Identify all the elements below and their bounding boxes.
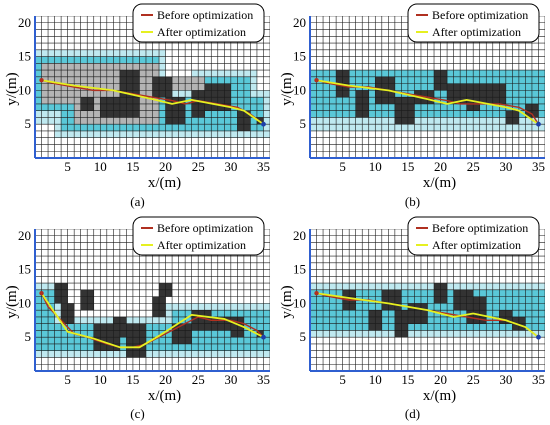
- legend-after-label: After optimization: [157, 238, 246, 252]
- obstacle: [126, 323, 146, 358]
- x-tick-label: 35: [532, 159, 545, 174]
- x-tick-label: 30: [499, 159, 512, 174]
- x-axis-label: x/(m): [148, 388, 181, 404]
- safety-buffer-inner: [35, 289, 55, 324]
- legend-before-label: Before optimization: [432, 221, 528, 235]
- after-optimization-path: [41, 79, 264, 125]
- x-tick-label: 15: [401, 159, 414, 174]
- x-tick-label: 25: [192, 159, 205, 174]
- y-tick-label: 10: [18, 82, 31, 97]
- legend-after-label: After optimization: [432, 238, 521, 252]
- y-tick-label: 15: [18, 49, 31, 64]
- obstacle: [172, 323, 192, 344]
- after-optimization-path: [40, 292, 264, 349]
- y-tick-label: 5: [300, 329, 307, 344]
- y-axis-label: y/(m): [279, 72, 295, 105]
- legend-before-label: Before optimization: [432, 8, 528, 22]
- x-tick-label: 5: [64, 159, 71, 174]
- x-tick-label: 35: [532, 372, 545, 387]
- y-axis-label: y/(m): [4, 72, 20, 105]
- x-tick-label: 25: [467, 372, 480, 387]
- x-tick-label: 20: [434, 372, 447, 387]
- x-tick-label: 10: [94, 372, 107, 387]
- legend-box: [132, 3, 265, 43]
- x-tick-label: 10: [94, 159, 107, 174]
- start-point: [39, 291, 44, 296]
- obstacle: [152, 76, 173, 98]
- before-optimization-path: [41, 79, 264, 125]
- legend-after-label: After optimization: [157, 25, 246, 39]
- legend-box: [407, 216, 540, 256]
- y-tick-label: 20: [293, 228, 306, 243]
- x-tick-label: 35: [257, 159, 270, 174]
- x-tick-label: 15: [126, 372, 139, 387]
- x-axis-label: x/(m): [423, 175, 456, 191]
- x-tick-label: 20: [159, 159, 172, 174]
- panel-label: (d): [405, 406, 420, 421]
- x-tick-label: 10: [369, 372, 382, 387]
- obstacle: [191, 310, 212, 331]
- after-optimization-path: [316, 79, 539, 125]
- x-tick-label: 5: [339, 159, 346, 174]
- legend-box: [132, 216, 265, 256]
- x-tick-label: 5: [339, 372, 346, 387]
- y-tick-label: 20: [18, 228, 31, 243]
- goal-point: [536, 334, 541, 340]
- x-axis-label: x/(m): [148, 175, 181, 191]
- y-tick-label: 20: [18, 15, 31, 30]
- x-tick-label: 15: [126, 159, 139, 174]
- legend-before-label: Before optimization: [157, 8, 253, 22]
- after-optimization-path: [316, 292, 540, 338]
- x-axis-label: x/(m): [423, 388, 456, 404]
- goal-point: [261, 121, 266, 127]
- y-tick-label: 5: [300, 116, 307, 131]
- y-tick-label: 15: [18, 262, 31, 277]
- obstacle: [381, 289, 402, 311]
- y-axis-label: y/(m): [4, 285, 20, 318]
- y-tick-label: 5: [25, 329, 32, 344]
- obstacle: [100, 97, 120, 118]
- legend-after-label: After optimization: [432, 25, 521, 39]
- x-tick-label: 35: [257, 372, 270, 387]
- start-point: [314, 291, 319, 296]
- x-tick-label: 30: [499, 372, 512, 387]
- x-tick-label: 15: [401, 372, 414, 387]
- x-tick-label: 20: [434, 159, 447, 174]
- panel-label: (b): [405, 194, 420, 209]
- x-tick-label: 25: [467, 159, 480, 174]
- y-tick-label: 10: [18, 295, 31, 310]
- y-tick-label: 10: [293, 295, 306, 310]
- x-tick-label: 25: [192, 372, 205, 387]
- y-tick-label: 15: [293, 262, 306, 277]
- panel-label: (a): [130, 194, 144, 209]
- goal-point: [536, 121, 541, 127]
- start-point: [314, 78, 319, 83]
- before-optimization-path: [316, 79, 540, 125]
- x-tick-label: 30: [224, 372, 237, 387]
- y-tick-label: 20: [293, 15, 306, 30]
- x-tick-label: 10: [369, 159, 382, 174]
- x-tick-label: 30: [224, 159, 237, 174]
- y-tick-label: 5: [25, 116, 32, 131]
- x-tick-label: 20: [159, 372, 172, 387]
- legend-before-label: Before optimization: [157, 221, 253, 235]
- start-point: [39, 78, 44, 83]
- panel-label: (c): [130, 406, 144, 421]
- x-tick-label: 5: [64, 372, 71, 387]
- y-axis-label: y/(m): [279, 285, 295, 318]
- legend-box: [407, 3, 540, 43]
- y-tick-label: 15: [293, 49, 306, 64]
- goal-point: [261, 334, 266, 340]
- obstacle: [447, 83, 467, 104]
- y-tick-label: 10: [293, 82, 306, 97]
